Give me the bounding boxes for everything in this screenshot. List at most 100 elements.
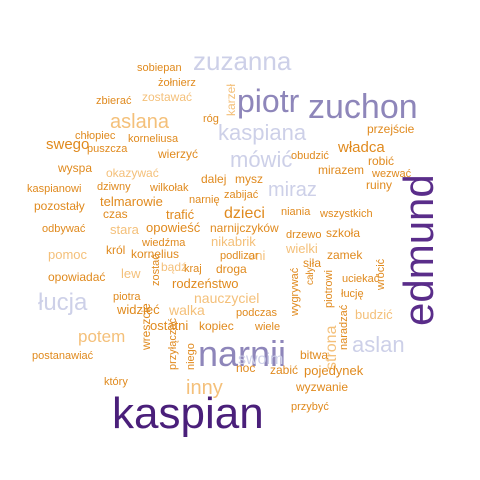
cloud-word: władca bbox=[337, 139, 385, 156]
cloud-word: inny bbox=[186, 377, 223, 399]
cloud-word: dziwny bbox=[97, 181, 131, 193]
cloud-word: opowieść bbox=[146, 220, 201, 235]
cloud-word: rodzeństwo bbox=[172, 276, 238, 291]
cloud-word: zuchon bbox=[308, 88, 418, 126]
cloud-word: naradzać bbox=[338, 304, 350, 350]
cloud-word: budzić bbox=[355, 307, 393, 322]
cloud-word: zabić bbox=[270, 363, 298, 377]
cloud-word: wreszcie bbox=[139, 303, 153, 351]
cloud-word: dalej bbox=[201, 172, 226, 186]
cloud-word: pozostały bbox=[34, 199, 85, 213]
cloud-word: łucja bbox=[38, 289, 88, 316]
cloud-word: kraj bbox=[184, 263, 202, 275]
cloud-word: nauczyciel bbox=[194, 290, 259, 306]
cloud-word: miraz bbox=[268, 179, 317, 201]
cloud-word: mirazem bbox=[318, 163, 364, 177]
cloud-word: kornelius bbox=[131, 247, 179, 261]
cloud-word: narnijczyków bbox=[210, 221, 279, 235]
cloud-word: nikabrik bbox=[211, 234, 256, 249]
cloud-word: narnii bbox=[198, 333, 286, 374]
cloud-word: aslan bbox=[352, 332, 405, 357]
cloud-word: karzeł bbox=[224, 84, 238, 116]
cloud-word: pomoc bbox=[48, 247, 88, 262]
cloud-word: kaspian bbox=[112, 389, 264, 438]
cloud-word: bitwa bbox=[300, 348, 328, 362]
cloud-word: wezwać bbox=[371, 168, 412, 180]
cloud-word: drzewo bbox=[286, 229, 321, 241]
cloud-word: wszystkich bbox=[319, 208, 373, 220]
cloud-word: uciekać bbox=[342, 273, 380, 285]
cloud-word: stara bbox=[110, 222, 140, 237]
cloud-word: piotrowi bbox=[323, 270, 335, 308]
cloud-word: wiele bbox=[254, 321, 280, 333]
cloud-word: sobiepan bbox=[137, 62, 182, 74]
cloud-word: zuzanna bbox=[193, 46, 292, 76]
cloud-word: obudzić bbox=[291, 150, 329, 162]
cloud-word: przyłączać bbox=[167, 318, 179, 370]
cloud-word: niania bbox=[281, 206, 311, 218]
cloud-word: niego bbox=[185, 343, 197, 370]
cloud-word: czas bbox=[103, 207, 128, 221]
cloud-word: wierzyć bbox=[157, 147, 198, 161]
cloud-word: wilkołak bbox=[149, 182, 189, 194]
cloud-word: wiedźma bbox=[141, 237, 186, 249]
cloud-word: droga bbox=[216, 262, 247, 276]
cloud-word: zostawać bbox=[142, 90, 192, 104]
cloud-word: bądź bbox=[161, 260, 187, 274]
cloud-word: wrócić bbox=[375, 258, 387, 291]
cloud-word: przejście bbox=[367, 122, 415, 136]
cloud-word: swoim bbox=[238, 351, 283, 368]
cloud-word: edmund bbox=[395, 174, 442, 326]
cloud-word: noc bbox=[236, 361, 255, 375]
cloud-word: opowiadać bbox=[48, 270, 105, 284]
cloud-word: mysz bbox=[235, 172, 263, 186]
cloud-word: kaspiana bbox=[218, 120, 307, 145]
cloud-word: chłopiec bbox=[75, 130, 116, 142]
cloud-word: szkoła bbox=[326, 226, 360, 240]
cloud-word: aslana bbox=[110, 111, 170, 133]
cloud-word: cały bbox=[305, 267, 316, 285]
cloud-word: telmarowie bbox=[100, 194, 163, 209]
cloud-word: piotr bbox=[237, 83, 300, 119]
cloud-word: swego bbox=[46, 136, 89, 153]
cloud-word: kaspianowi bbox=[27, 183, 81, 195]
cloud-word: zostać bbox=[150, 254, 162, 286]
cloud-word: wyzwanie bbox=[295, 380, 348, 394]
cloud-word: zamek bbox=[327, 248, 363, 262]
cloud-word: piotra bbox=[113, 291, 141, 303]
cloud-word: kopiec bbox=[199, 319, 234, 333]
cloud-word: król bbox=[106, 243, 125, 257]
cloud-word: walka bbox=[168, 302, 205, 318]
cloud-word: oni bbox=[248, 248, 265, 263]
cloud-word: wielki bbox=[285, 241, 318, 256]
cloud-word: okazywać bbox=[106, 166, 159, 180]
cloud-word: zbierać bbox=[96, 95, 132, 107]
cloud-word: dzieci bbox=[224, 205, 265, 222]
cloud-word: podlizar bbox=[220, 250, 259, 262]
cloud-word: korneliusa bbox=[128, 133, 179, 145]
cloud-word: siła bbox=[303, 256, 321, 270]
cloud-word: widzieć bbox=[116, 302, 160, 317]
cloud-word: pojedynek bbox=[304, 363, 364, 378]
cloud-word: podczas bbox=[236, 307, 277, 319]
cloud-word: postanawiać bbox=[32, 350, 94, 362]
cloud-word: wyspa bbox=[57, 161, 92, 175]
cloud-word: wygrywać bbox=[289, 267, 301, 317]
cloud-word: narnię bbox=[189, 194, 220, 206]
cloud-word: robić bbox=[368, 154, 394, 168]
cloud-word: przybyć bbox=[291, 401, 329, 413]
cloud-word: żołnierz bbox=[158, 77, 196, 89]
cloud-word: łucję bbox=[341, 288, 364, 300]
cloud-word: lew bbox=[121, 266, 141, 281]
cloud-word: strona bbox=[323, 325, 340, 370]
cloud-word: ruiny bbox=[366, 178, 392, 192]
cloud-word: ostatni bbox=[150, 318, 188, 333]
cloud-word: odbywać bbox=[42, 223, 86, 235]
cloud-word: mówić bbox=[230, 147, 292, 172]
cloud-word: róg bbox=[203, 113, 219, 125]
cloud-word: puszcza bbox=[87, 143, 128, 155]
cloud-word: trafić bbox=[166, 207, 195, 222]
cloud-word: zabijać bbox=[224, 189, 259, 201]
